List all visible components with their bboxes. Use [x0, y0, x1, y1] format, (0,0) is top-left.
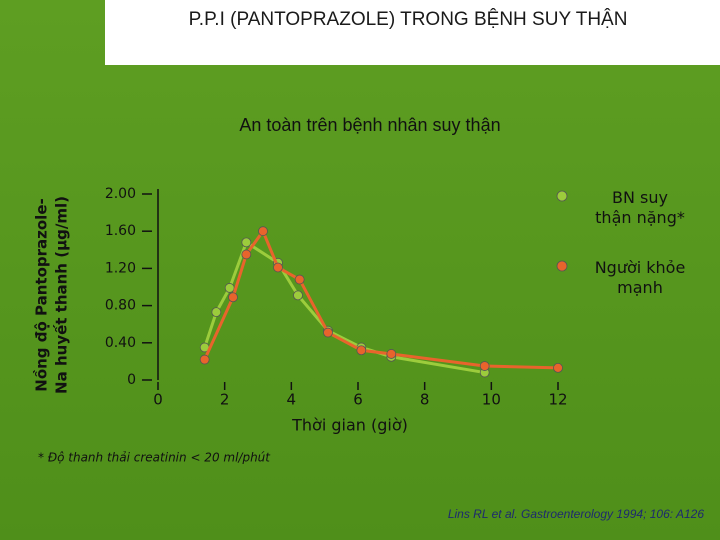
data-point: [293, 290, 303, 301]
x-tick-label: 6: [353, 391, 363, 409]
y-tick-label: 0.40: [105, 335, 136, 351]
data-point: [479, 361, 490, 371]
data-point: [224, 283, 235, 293]
data-point: [273, 262, 283, 273]
y-tick-label: 2.00: [105, 186, 136, 202]
x-tick-label: 0: [153, 391, 163, 409]
data-point: [294, 274, 305, 285]
y-label: Nồng độ Pantoprazole- Na huyết thanh (µg…: [32, 196, 71, 394]
y-tick-label: 0.80: [105, 298, 136, 314]
data-point: [386, 349, 397, 359]
series-line: [203, 240, 485, 375]
data-point: [323, 327, 333, 338]
x-tick-label: 12: [548, 391, 567, 409]
data-point: [211, 307, 222, 318]
slide-title: P.P.I (PANTOPRAZOLE) TRONG BỆNH SUY THẬN: [189, 8, 628, 30]
y-tick-label: 1.60: [105, 223, 136, 239]
y-label-line: Na huyết thanh (µg/ml): [52, 196, 71, 394]
x-tick-label: 2: [220, 391, 230, 409]
x-tick-label: 10: [482, 391, 501, 409]
series-line: [203, 228, 559, 370]
data-point: [258, 226, 268, 237]
legend-label: BN suy thận nặng*: [595, 188, 685, 227]
citation: Lins RL et al. Gastroenterology 1994; 10…: [448, 507, 704, 521]
data-point: [228, 292, 238, 303]
legend-marker: [556, 190, 568, 202]
y-tick-label: 0: [127, 372, 136, 388]
legend-marker: [556, 260, 568, 272]
data-point: [553, 363, 563, 373]
chart-title: An toàn trên bệnh nhân suy thận: [239, 115, 500, 135]
data-point: [241, 249, 252, 260]
y-tick-label: 1.20: [105, 260, 136, 276]
footnote: * Độ thanh thải creatinin < 20 ml/phút: [38, 451, 271, 465]
data-point: [199, 354, 210, 365]
x-tick-label: 4: [287, 391, 297, 409]
x-tick-label: 8: [420, 391, 430, 409]
title-box: [105, 0, 720, 65]
data-point: [241, 237, 252, 248]
x-label: Thời gian (giờ): [291, 416, 408, 435]
legend-label: Người khỏe mạnh: [595, 258, 686, 297]
data-point: [356, 345, 367, 356]
y-label-line: Nồng độ Pantoprazole-: [32, 198, 51, 391]
